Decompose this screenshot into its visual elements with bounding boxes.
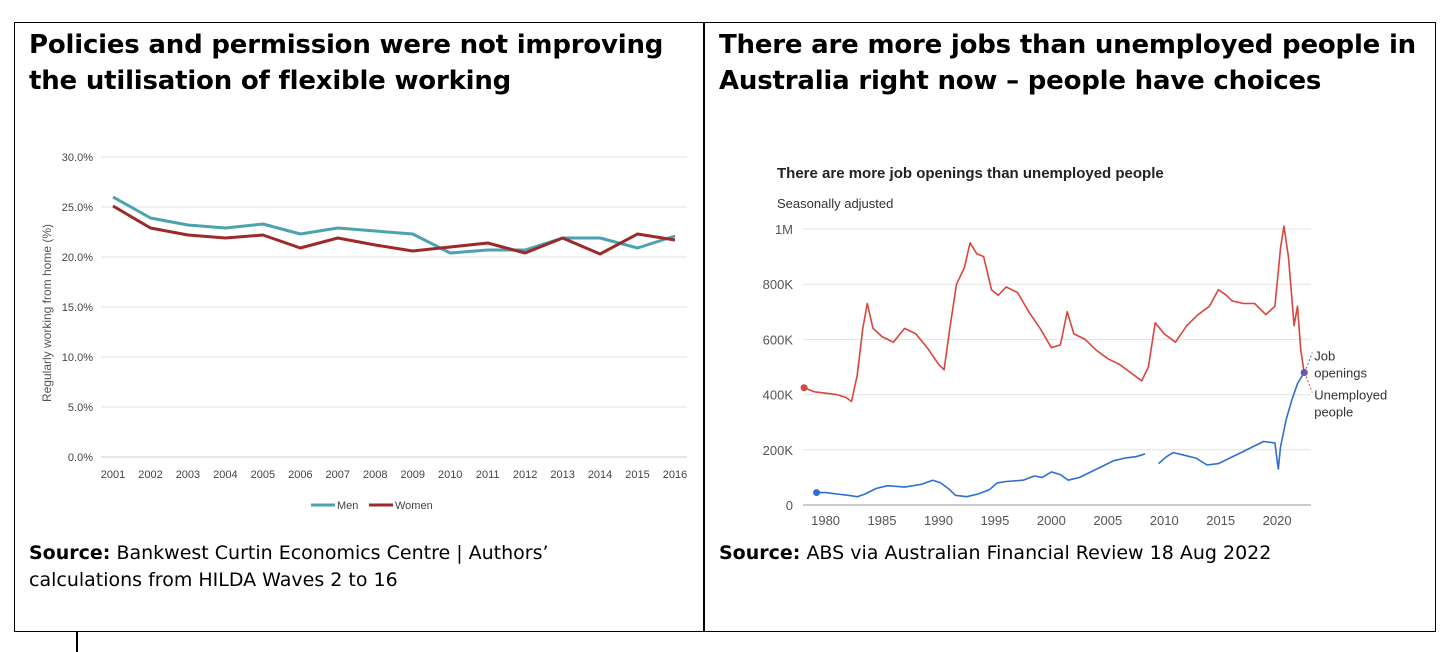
x-tick-label: 2002 [138,469,162,481]
right-panel-title: There are more jobs than unemployed peop… [719,27,1416,99]
left-panel-title: Policies and permission were not improvi… [29,27,663,99]
series-label-job-openings-line2: openings [1314,366,1367,381]
table-row-edge [76,632,78,652]
left-title-line-1: Policies and permission were not improvi… [29,30,664,60]
x-tick-label: 1990 [924,513,953,528]
x-tick-label: 2013 [550,469,574,481]
right-panel: There are more jobs than unemployed peop… [705,23,1435,631]
x-tick-label: 2004 [213,469,237,481]
x-tick-label: 2010 [1150,513,1179,528]
y-tick-label: 25.0% [62,202,93,214]
x-tick-label: 2005 [251,469,275,481]
x-tick-label: 2003 [176,469,200,481]
wfh-line-chart: 0.0% 5.0% 10.0% 15.0% 20.0% 25.0% 30.0% 2001 200… [40,152,687,512]
label-leader-unemployed [1305,376,1313,393]
chart-subtitle: Seasonally adjusted [777,196,893,211]
legend-label-men: Men [337,500,358,512]
right-title-line-1: There are more jobs than unemployed peop… [719,30,1416,60]
y-tick-label: 400K [763,388,794,403]
series-label-job-openings-line1: Job [1314,349,1335,364]
x-tick-label: 2008 [363,469,387,481]
right-source-label: Source: [719,542,801,564]
x-tick-label: 2007 [326,469,350,481]
series-line-job-openings [816,372,1305,498]
x-tick-label: 1980 [811,513,840,528]
series-line-women [112,204,676,256]
y-tick-label: 1M [775,222,793,237]
right-title-line-2: Australia right now – people have choice… [719,66,1322,96]
y-tick-label: 20.0% [62,252,93,264]
x-tick-label: 1995 [980,513,1009,528]
x-tick-label: 2012 [513,469,537,481]
chart-title: There are more job openings than unemplo… [777,165,1164,182]
right-source-text: ABS via Australian Financial Review 18 A… [806,542,1272,564]
x-tick-label: 2016 [663,469,687,481]
x-tick-label: 2000 [1037,513,1066,528]
start-point-unemployed-people [800,384,808,392]
y-tick-label: 10.0% [62,352,93,364]
x-tick-label: 2009 [400,469,424,481]
left-panel: Policies and permission were not improvi… [15,23,703,631]
y-tick-label: 0.0% [68,452,93,464]
end-point-job-openings [1300,369,1308,377]
x-tick-label: 2005 [1093,513,1122,528]
y-tick-label: 0 [786,498,793,513]
x-tick-label: 2015 [1206,513,1235,528]
right-source: Source: ABS via Australian Financial Rev… [719,540,1271,567]
series-line-unemployed-people [803,225,1305,403]
left-source: Source: Bankwest Curtin Economics Centre… [29,540,549,594]
legend-label-women: Women [395,500,433,512]
left-source-line-2: calculations from HILDA Waves 2 to 16 [29,569,398,591]
x-tick-label: 1985 [868,513,897,528]
column-divider [703,23,705,631]
y-tick-label: 30.0% [62,152,93,164]
x-tick-label: 2010 [438,469,462,481]
series-label-unemployed-line2: people [1314,405,1353,420]
series-line-men [112,195,676,255]
left-title-line-2: the utilisation of flexible working [29,66,512,96]
y-tick-label: 800K [763,277,794,292]
x-tick-label: 2001 [101,469,125,481]
y-tick-label: 600K [763,332,794,347]
x-tick-label: 2011 [476,469,500,481]
series-label-unemployed-line1: Unemployed [1314,388,1387,403]
y-tick-label: 200K [763,443,794,458]
y-tick-label: 5.0% [68,402,93,414]
y-tick-label: 15.0% [62,302,93,314]
left-source-line-1: Bankwest Curtin Economics Centre | Autho… [116,542,549,564]
y-axis-label: Regularly working from home (%) [40,224,54,402]
x-tick-label: 2006 [288,469,312,481]
jobs-vs-unemployed-chart: There are more job openings than unemplo… [763,165,1388,528]
left-source-label: Source: [29,542,111,564]
two-panel-table: Policies and permission were not improvi… [14,22,1436,632]
x-tick-label: 2014 [588,469,612,481]
start-point-job-openings [813,489,821,497]
label-leader-job-openings [1305,352,1313,369]
x-tick-label: 2015 [625,469,649,481]
x-tick-label: 2020 [1263,513,1292,528]
